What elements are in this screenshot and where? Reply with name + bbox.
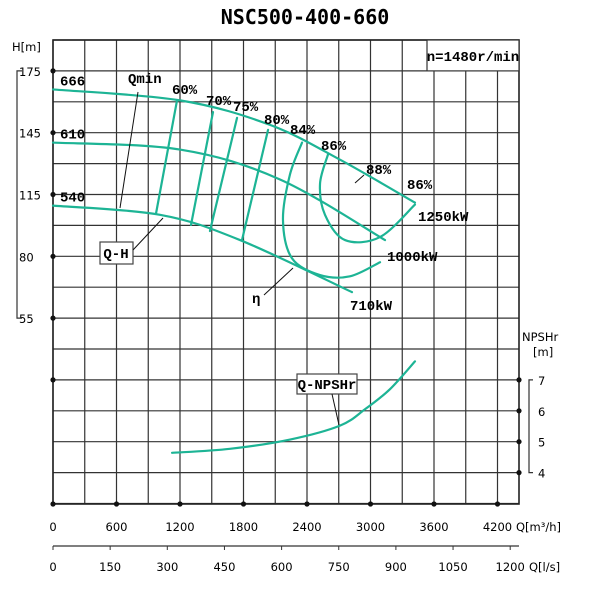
- y-tick-label: 145: [19, 127, 41, 141]
- eta-label: η: [252, 292, 260, 308]
- y-tick-dot: [50, 130, 56, 136]
- x-tick-label: 600: [106, 520, 128, 534]
- qmin-leader: [119, 91, 139, 209]
- x-tick-label: 1800: [229, 520, 258, 534]
- npsh-curve: [170, 360, 417, 454]
- efficiency-label: 80%: [264, 113, 290, 129]
- y2-tick-label: 7: [538, 374, 545, 388]
- x-tick-dot: [367, 501, 374, 507]
- speed-label: n=1480r/min: [427, 50, 519, 66]
- x-tick-label: 2400: [292, 520, 321, 534]
- y2-tick-dot: [516, 470, 522, 476]
- efficiency-curve: [189, 111, 215, 226]
- y2-tick-label: 5: [538, 436, 545, 450]
- y-tick-label: 115: [19, 189, 41, 203]
- head-curve-610: [51, 141, 387, 242]
- power-label-710kw: 710kW: [350, 299, 393, 315]
- x-tick-dot: [50, 501, 56, 507]
- efficiency-curve: [281, 141, 382, 279]
- y-tick-dot: [50, 68, 56, 74]
- x2-tick-label: 750: [328, 560, 350, 574]
- x2-tick-label: 600: [271, 560, 293, 574]
- efficiency-curve: [240, 128, 270, 242]
- chart-title: NSC500-400-660: [221, 5, 390, 29]
- npsh-leader: [331, 393, 340, 426]
- x-tick-label: 0: [49, 520, 56, 534]
- y2-axis-unit: [m]: [533, 345, 553, 359]
- x-tick-label: 3000: [356, 520, 385, 534]
- impeller-diameter-label: 540: [60, 191, 85, 207]
- x-tick-label: 3600: [419, 520, 448, 534]
- y-axis-label: H[m]: [12, 40, 41, 54]
- npsh-label: Q-NPSHr: [298, 378, 357, 394]
- plot-border: [52, 39, 520, 505]
- x2-tick-label: 1050: [438, 560, 467, 574]
- qh-label-box: [99, 241, 134, 265]
- x2-axis-label: Q[l/s]: [529, 560, 560, 574]
- x2-tick-label: 0: [49, 560, 56, 574]
- y-tick-dot: [50, 191, 56, 198]
- y2-tick-dot: [516, 439, 522, 445]
- x2-tick-label: 150: [99, 560, 121, 574]
- impeller-diameter-label: 666: [60, 74, 85, 90]
- y-tick-label: 55: [19, 312, 34, 326]
- x-tick-dot: [113, 501, 120, 507]
- y2-axis-bracket: [528, 379, 533, 474]
- y-tick-label: 80: [19, 250, 34, 264]
- y2-axis-label: NPSHr: [522, 330, 558, 344]
- efficiency-label: 86%: [321, 139, 347, 155]
- x-tick-dot: [304, 501, 310, 507]
- eta-leader: [263, 267, 294, 296]
- y-axis-bracket: [16, 70, 22, 319]
- efficiency-label: 70%: [206, 94, 232, 110]
- y2-tick-label: 4: [538, 467, 545, 481]
- efficiency-label: 84%: [290, 123, 316, 139]
- power-label-1250kw: 1250kW: [418, 210, 469, 226]
- x2-tick-label: 900: [385, 560, 407, 574]
- qmin-label: Qmin: [128, 72, 162, 88]
- x-tick-dot: [240, 501, 247, 507]
- efficiency-curve: [154, 99, 179, 215]
- power-label-1000kw: 1000kW: [387, 250, 438, 266]
- npsh-label-box: [296, 373, 358, 395]
- x2-tick-label: 450: [213, 560, 235, 574]
- y-tick-dot: [50, 315, 56, 321]
- speed-label-box: [426, 39, 520, 72]
- y-tick-label: 175: [19, 65, 41, 79]
- x2-tick-label: 300: [156, 560, 178, 574]
- qh-leader: [132, 217, 164, 251]
- efficiency-label: 60%: [172, 83, 198, 99]
- x2-tick-label: 1200: [496, 560, 525, 574]
- efficiency-label-88: 88%: [366, 163, 392, 179]
- impeller-diameter-label: 610: [60, 128, 85, 144]
- y2-tick-dot: [516, 377, 522, 383]
- x-tick-dot: [177, 501, 183, 507]
- x-tick-dot: [494, 501, 501, 507]
- x-tick-label: 4200: [483, 520, 512, 534]
- x-axis-label: Q[m³/h]: [516, 520, 561, 534]
- y-tick-dot: [50, 377, 56, 383]
- qh-label: Q-H: [103, 247, 128, 263]
- eff88-leader: [354, 174, 365, 184]
- efficiency-label: 75%: [233, 100, 259, 116]
- y2-tick-label: 6: [538, 405, 545, 419]
- x-tick-label: 1200: [165, 520, 194, 534]
- y2-tick-dot: [516, 408, 522, 414]
- efficiency-label-86-end: 86%: [407, 178, 433, 194]
- head-curve-666: [51, 88, 417, 204]
- y-tick-dot: [50, 253, 56, 259]
- efficiency-curve: [208, 116, 239, 233]
- efficiency-curve: [318, 153, 417, 244]
- x-tick-dot: [431, 501, 437, 507]
